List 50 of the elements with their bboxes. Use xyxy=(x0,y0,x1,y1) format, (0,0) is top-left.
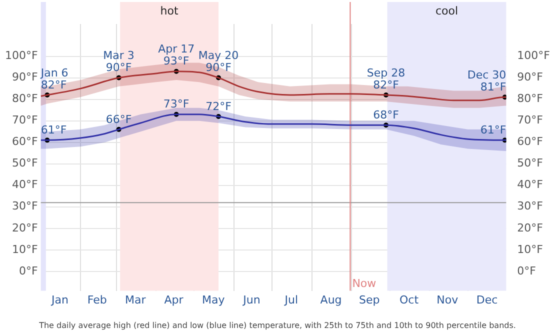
annotation: Sep 28 82°F xyxy=(366,66,406,92)
y2-tick-label: 0°F xyxy=(517,264,536,278)
band-label: hot xyxy=(160,4,179,18)
annotation: Dec 30 81°F xyxy=(467,68,506,94)
x-tick-label: Dec xyxy=(476,293,498,306)
annotation: May 20 90°F xyxy=(198,49,239,74)
x-tick-label: Nov xyxy=(436,293,459,306)
y-tick-label: 30°F xyxy=(12,200,38,213)
y2-tick-label: 80°F xyxy=(517,92,544,106)
x-tick-label: May xyxy=(202,293,226,306)
x-tick-label: Apr xyxy=(164,293,184,306)
y2-tick-label: 100°F xyxy=(517,49,550,62)
x-tick-label: Sep xyxy=(359,293,380,306)
y-tick-label: 20°F xyxy=(12,221,38,234)
annotation: 61°F xyxy=(480,124,506,137)
annotation: 66°F xyxy=(106,112,132,126)
annotation: Mar 3 90°F xyxy=(103,49,134,74)
y-tick-label: 100°F xyxy=(4,49,38,62)
y2-tick-label: 20°F xyxy=(517,221,544,234)
x-tick-label: Feb xyxy=(87,293,107,306)
ref-line-label: Now xyxy=(352,277,376,290)
x-tick-label: Mar xyxy=(125,293,146,306)
y2-tick-label: 60°F xyxy=(517,135,544,148)
y2-tick-label: 40°F xyxy=(517,178,544,192)
band-label: cool xyxy=(435,4,458,18)
x-tick-label: Oct xyxy=(400,293,420,306)
y-tick-label: 40°F xyxy=(12,178,38,192)
y-tick-label: 70°F xyxy=(12,114,38,127)
annotation: 68°F xyxy=(373,108,399,122)
y-tick-label: 10°F xyxy=(12,242,38,256)
annotation: 72°F xyxy=(206,100,232,113)
x-tick-label: Jun xyxy=(242,293,260,306)
annotation: Jan 6 82°F xyxy=(40,66,68,92)
y-tick-label: 90°F xyxy=(12,70,38,84)
y2-tick-label: 70°F xyxy=(517,114,544,127)
y2-tick-label: 90°F xyxy=(517,70,544,84)
annotation: 73°F xyxy=(163,98,190,111)
y-tick-label: 80°F xyxy=(12,92,38,106)
annotation: Apr 17 93°F xyxy=(158,42,195,68)
text: The daily average high (red line) and low (blue line) temperature, with 25th to 75th and 10th to 90th percentile bands. xyxy=(38,321,516,330)
y-tick-label: 60°F xyxy=(12,135,38,148)
y2-tick-label: 50°F xyxy=(517,156,544,170)
annotation: 61°F xyxy=(40,124,67,137)
y2-tick-label: 10°F xyxy=(517,242,544,256)
y-tick-label: 50°F xyxy=(12,156,38,170)
x-tick-label: Aug xyxy=(320,293,342,306)
x-tick-label: Jan xyxy=(50,293,68,306)
y2-tick-label: 30°F xyxy=(517,200,544,213)
y-tick-label: 0°F xyxy=(18,264,38,278)
x-tick-label: Jul xyxy=(284,293,298,306)
